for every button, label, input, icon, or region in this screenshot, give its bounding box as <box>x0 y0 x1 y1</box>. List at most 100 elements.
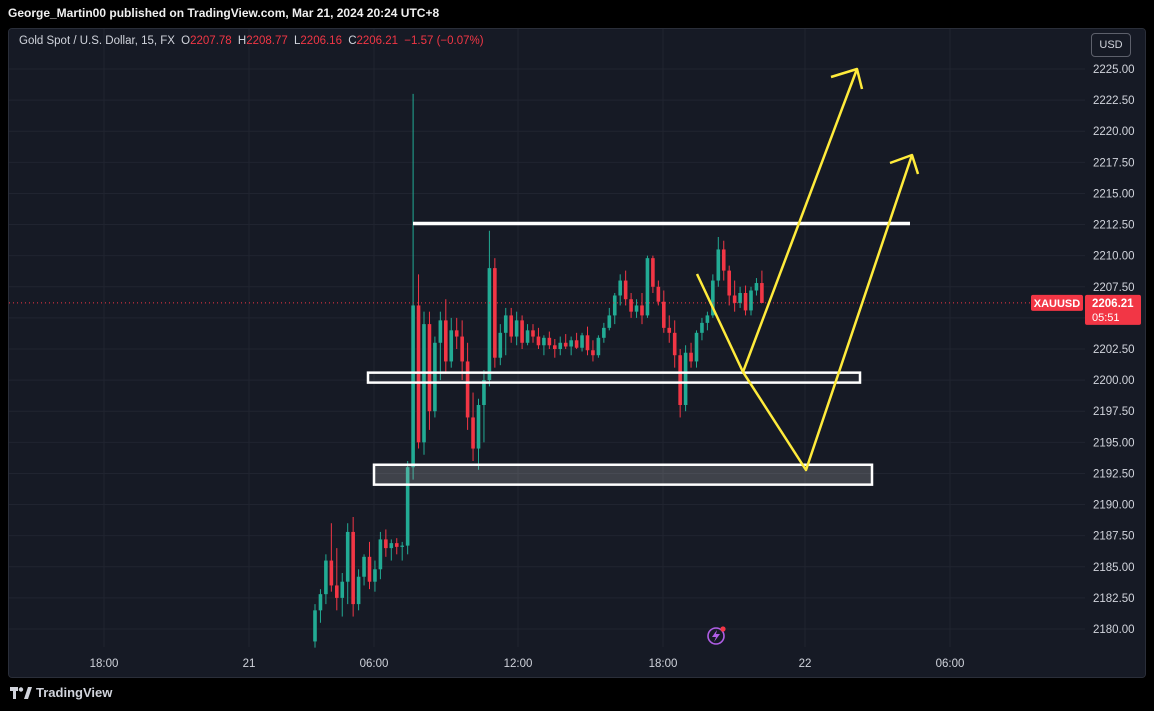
candle-body[interactable] <box>449 330 454 362</box>
candle-body[interactable] <box>367 556 372 582</box>
support-zone-lower[interactable] <box>372 463 874 486</box>
candle-body[interactable] <box>602 327 606 338</box>
price-axis-label: 2195.00 <box>1093 437 1135 449</box>
candle-body[interactable] <box>558 342 563 349</box>
candle-body[interactable] <box>438 320 443 343</box>
candle-body[interactable] <box>618 280 622 296</box>
candle-body[interactable] <box>596 337 601 356</box>
candle-body[interactable] <box>444 320 448 362</box>
candle-body[interactable] <box>324 560 328 595</box>
candle-body[interactable] <box>732 295 737 303</box>
candle-body[interactable] <box>400 545 404 547</box>
candle-body[interactable] <box>335 585 339 598</box>
candle-body[interactable] <box>585 335 590 351</box>
candle-body[interactable] <box>569 340 573 347</box>
candle-body[interactable] <box>329 560 334 586</box>
candle-body[interactable] <box>454 330 459 337</box>
candle-body[interactable] <box>694 332 699 362</box>
candle-body[interactable] <box>607 315 612 328</box>
candle-body[interactable] <box>389 543 394 549</box>
candle-body[interactable] <box>520 320 524 343</box>
candle-body[interactable] <box>711 280 715 316</box>
high-label: H <box>237 35 247 47</box>
candle-body[interactable] <box>318 594 323 611</box>
candle-body[interactable] <box>700 322 704 333</box>
candle-body[interactable] <box>672 332 677 356</box>
candle-body[interactable] <box>471 417 475 449</box>
candle-body[interactable] <box>433 342 437 412</box>
price-axis-label: 2207.50 <box>1093 282 1135 294</box>
candle-body[interactable] <box>738 293 742 303</box>
price-axis-label: 2210.00 <box>1093 251 1135 263</box>
lightning-alert-icon[interactable] <box>707 626 726 645</box>
candle-body[interactable] <box>683 352 688 405</box>
candle-body[interactable] <box>394 543 399 547</box>
candle-body[interactable] <box>754 283 759 291</box>
candle-body[interactable] <box>509 315 513 337</box>
candle-body[interactable] <box>351 531 355 605</box>
candle-body[interactable] <box>629 299 633 312</box>
candle-body[interactable] <box>482 380 486 405</box>
candle-body[interactable] <box>531 330 535 337</box>
last-price-label: 2206.21 <box>1092 298 1134 310</box>
candle-body[interactable] <box>340 581 345 598</box>
candle-body[interactable] <box>384 539 388 549</box>
candle-body[interactable] <box>525 330 530 343</box>
candle-body[interactable] <box>760 283 764 303</box>
time-axis-label: 18:00 <box>649 658 678 670</box>
candlestick-chart[interactable]: 2225.00 2222.50 2220.00 2217.50 2215.00 2212.… <box>9 29 1145 677</box>
candle-body[interactable] <box>378 539 383 570</box>
candle-body[interactable] <box>487 268 492 381</box>
candle-body[interactable] <box>591 350 595 356</box>
candle-body[interactable] <box>313 610 317 642</box>
candle-body[interactable] <box>645 258 650 316</box>
candle-body[interactable] <box>640 305 644 316</box>
candle-body[interactable] <box>749 290 753 311</box>
currency-button[interactable]: USD <box>1091 33 1131 57</box>
candle-body[interactable] <box>574 340 579 348</box>
support-zone-upper[interactable] <box>366 371 862 384</box>
candle-body[interactable] <box>460 336 464 362</box>
instrument-label: Gold Spot / U.S. Dollar, 15, FX <box>19 35 175 47</box>
candle-body[interactable] <box>362 556 366 577</box>
candle-body[interactable] <box>580 335 584 348</box>
candle-body[interactable] <box>493 268 497 358</box>
chart-panel[interactable]: 2225.00 2222.50 2220.00 2217.50 2215.00 2212.… <box>8 28 1146 678</box>
candle-body[interactable] <box>427 324 432 412</box>
candle-body[interactable] <box>721 249 726 271</box>
candle-body[interactable] <box>547 337 552 346</box>
brand-label: TradingView <box>36 685 113 700</box>
candle-body[interactable] <box>623 280 628 300</box>
candle-body[interactable] <box>612 295 617 316</box>
candle-body[interactable] <box>553 345 557 349</box>
candle-body[interactable] <box>503 315 508 333</box>
candle-body[interactable] <box>345 531 350 582</box>
tradingview-brand[interactable]: TradingView <box>10 685 112 700</box>
candle-body[interactable] <box>634 305 639 312</box>
candle-body[interactable] <box>678 355 682 405</box>
candle-body[interactable] <box>689 352 693 362</box>
candle-body[interactable] <box>662 301 666 328</box>
candle-body[interactable] <box>514 320 519 337</box>
candle-body[interactable] <box>727 270 731 296</box>
candle-body[interactable] <box>405 467 410 546</box>
candle-body[interactable] <box>465 361 470 418</box>
candle-body[interactable] <box>705 315 710 323</box>
candle-body[interactable] <box>536 336 541 346</box>
candle-body[interactable] <box>716 249 721 281</box>
candle-body[interactable] <box>542 337 546 346</box>
projection-path-upper[interactable] <box>741 68 859 373</box>
candle-body[interactable] <box>373 569 377 582</box>
candle-body[interactable] <box>498 332 503 358</box>
candle-body[interactable] <box>656 286 661 302</box>
candle-body[interactable] <box>356 576 361 605</box>
candle-body[interactable] <box>667 327 672 333</box>
candle-body[interactable] <box>411 305 415 468</box>
time-axis-label: 21 <box>243 658 256 670</box>
candle-body[interactable] <box>563 342 568 347</box>
candle-body[interactable] <box>743 293 748 311</box>
time-axis-label: 06:00 <box>360 658 389 670</box>
candle-body[interactable] <box>651 258 655 287</box>
candle-body[interactable] <box>476 405 481 449</box>
projection-path-lower[interactable] <box>695 154 914 472</box>
